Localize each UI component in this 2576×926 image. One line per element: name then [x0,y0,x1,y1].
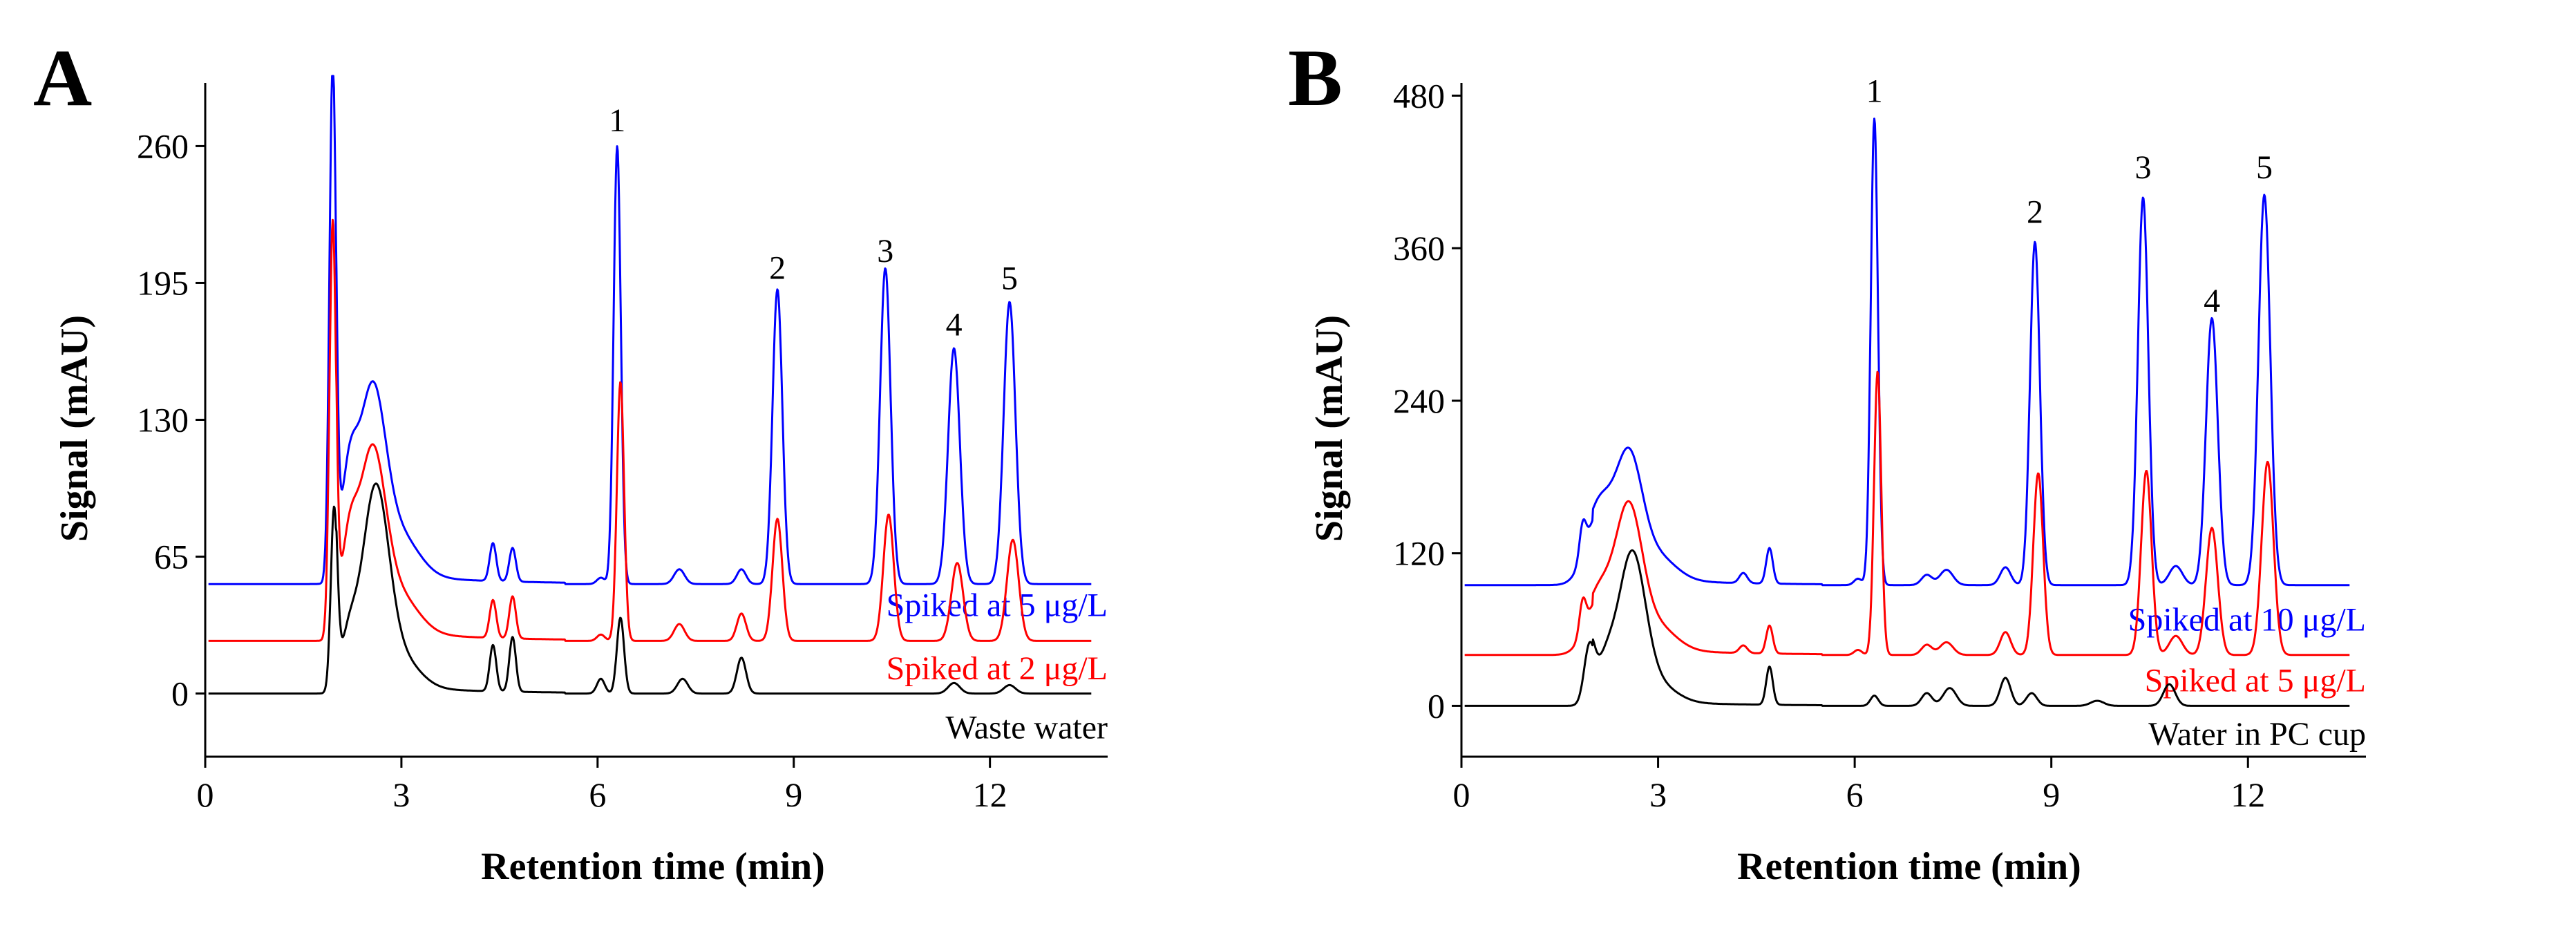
y-tick-label: 195 [137,263,189,302]
y-tick-label: 240 [1393,381,1445,420]
y-tick-label: 65 [154,538,189,576]
peak-label: 3 [877,233,893,270]
series-label: Waste water [945,709,1108,746]
series-label: Spiked at 5 μg/L [2145,663,2366,699]
peak-label: 5 [2256,149,2273,186]
panel-label: B [1288,32,1343,123]
y-tick-label: 0 [1428,686,1445,725]
x-tick-label: 0 [1453,775,1470,814]
chart-panel-a: A Signal (mAU) Retention time (min) 0651… [33,32,1108,888]
x-axis-title: Retention time (min) [1737,845,2081,888]
series-label: Spiked at 5 μg/L [887,587,1108,624]
series-label: Spiked at 2 μg/L [887,650,1108,687]
y-tick-label: 360 [1393,229,1445,267]
x-tick-label: 12 [973,775,1007,814]
y-tick-label: 130 [137,401,189,440]
y-axis-title: Signal (mAU) [1308,315,1351,542]
x-tick-label: 3 [1649,775,1667,814]
y-tick-label: 0 [171,674,189,713]
y-axis-title: Signal (mAU) [53,315,96,542]
peak-label: 3 [2134,149,2151,186]
x-tick-label: 12 [2231,775,2265,814]
x-tick-label: 9 [785,775,802,814]
peak-label: 4 [2204,283,2220,319]
peak-label: 2 [769,249,786,286]
y-tick-label: 120 [1393,534,1445,573]
peak-label: 2 [2027,193,2043,230]
series-line [1464,370,2350,656]
x-tick-label: 3 [392,775,410,814]
chart-panel-b: B Signal (mAU) Retention time (min) 0120… [1288,32,2366,888]
series-label: Water in PC cup [2148,716,2366,753]
series-label: Spiked at 10 μg/L [2128,601,2366,638]
series-line [208,218,1092,642]
peak-label: 1 [1866,73,1883,110]
x-tick-label: 6 [589,775,606,814]
series-line [1464,117,2350,587]
series-line [1464,549,2350,707]
x-tick-label: 0 [197,775,214,814]
x-tick-label: 9 [2043,775,2060,814]
peak-label: 4 [946,307,963,343]
y-tick-label: 260 [137,126,189,165]
y-tick-label: 480 [1393,76,1445,115]
series-line [208,75,1092,585]
x-axis-title: Retention time (min) [481,845,825,888]
peak-label: 5 [1001,261,1018,297]
series-line [208,482,1092,695]
x-tick-label: 6 [1846,775,1864,814]
panel-label: A [33,32,92,123]
peak-label: 1 [609,102,625,139]
